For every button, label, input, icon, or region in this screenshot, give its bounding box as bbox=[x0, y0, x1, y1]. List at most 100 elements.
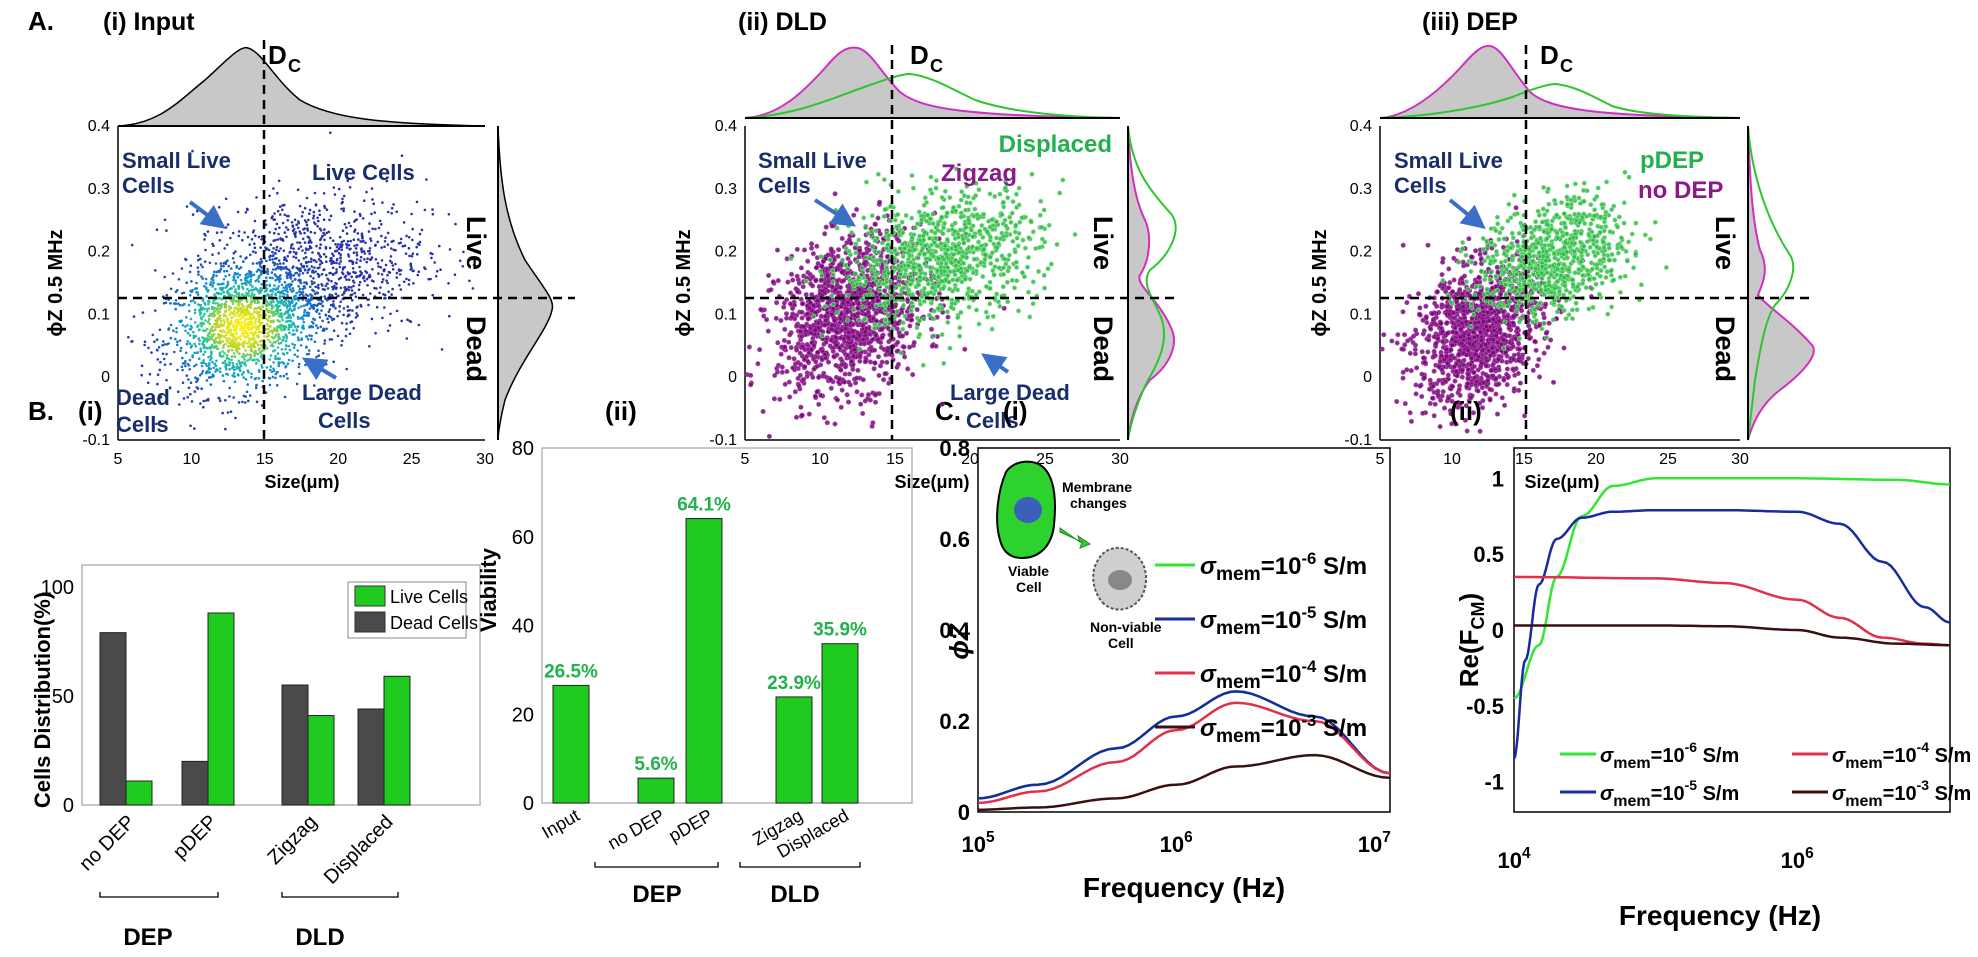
scatter-point bbox=[269, 288, 273, 292]
scatter-point bbox=[140, 373, 143, 377]
scatter-point bbox=[941, 225, 947, 231]
scatter-point bbox=[772, 372, 778, 378]
scatter-point bbox=[866, 292, 872, 298]
scatter-point bbox=[347, 285, 351, 289]
scatter-point bbox=[296, 349, 300, 352]
scatter-point bbox=[245, 292, 249, 296]
scatter-point bbox=[258, 306, 262, 309]
scatter-point bbox=[1072, 232, 1078, 238]
scatter-point bbox=[850, 333, 856, 339]
annotation-small-live-line1: Small Live bbox=[758, 148, 867, 173]
scatter-point bbox=[316, 216, 319, 220]
scatter-point bbox=[193, 301, 197, 304]
scatter-point bbox=[368, 274, 371, 277]
scatter-point bbox=[240, 298, 243, 302]
annotation-large-dead-line2: Cells bbox=[318, 408, 371, 433]
scatter-point bbox=[317, 252, 321, 255]
scatter-point bbox=[399, 269, 403, 272]
scatter-point bbox=[836, 247, 842, 253]
scatter-point bbox=[338, 265, 342, 269]
scatter-point bbox=[992, 194, 998, 200]
y-axis-label: ϕZ 0.5 MHz bbox=[45, 229, 67, 336]
scatter-point bbox=[195, 209, 199, 213]
scatter-point bbox=[253, 358, 256, 362]
scatter-point bbox=[282, 300, 286, 304]
scatter-point bbox=[319, 325, 323, 329]
scatter-point bbox=[359, 259, 362, 263]
scatter-point bbox=[202, 346, 206, 350]
scatter-point bbox=[294, 272, 297, 275]
scatter-point bbox=[877, 287, 883, 293]
scatter-point bbox=[404, 252, 408, 255]
scatter-point bbox=[237, 322, 241, 326]
scatter-point bbox=[224, 304, 227, 308]
scatter-point bbox=[893, 224, 899, 230]
scatter-point bbox=[341, 229, 345, 233]
scatter-point bbox=[270, 216, 274, 220]
scatter-point bbox=[980, 273, 986, 279]
scatter-point bbox=[293, 343, 297, 347]
scatter-point bbox=[168, 386, 172, 389]
scatter-point bbox=[877, 199, 883, 205]
scatter-point bbox=[206, 320, 210, 324]
scatter-point bbox=[197, 258, 200, 262]
panel-a-dld: (ii) DLD D C Live Dead Displaced Zigzag … bbox=[673, 8, 1180, 492]
scatter-point bbox=[218, 314, 222, 317]
scatter-point bbox=[1001, 271, 1007, 277]
scatter-point bbox=[352, 326, 356, 330]
scatter-point bbox=[292, 333, 295, 336]
scatter-point bbox=[765, 328, 771, 334]
scatter-point bbox=[860, 304, 866, 310]
scatter-point bbox=[274, 341, 277, 344]
scatter-point bbox=[175, 327, 178, 330]
scatter-point bbox=[226, 345, 230, 348]
scatter-point bbox=[372, 202, 376, 206]
scatter-point bbox=[324, 363, 328, 366]
scatter-point bbox=[227, 329, 230, 332]
scatter-point bbox=[267, 338, 270, 342]
scatter-point bbox=[291, 322, 295, 325]
scatter-point bbox=[916, 282, 922, 288]
scatter-point bbox=[185, 316, 188, 319]
scatter-point bbox=[189, 264, 193, 268]
scatter-point bbox=[214, 325, 218, 329]
scatter-point bbox=[873, 303, 879, 309]
scatter-point bbox=[321, 319, 324, 323]
scatter-point bbox=[283, 213, 287, 217]
scatter-point bbox=[184, 325, 187, 328]
scatter-point bbox=[308, 267, 311, 271]
scatter-point bbox=[253, 246, 257, 249]
scatter-point bbox=[309, 257, 313, 261]
scatter-point bbox=[230, 299, 233, 303]
scatter-point bbox=[214, 319, 217, 322]
scatter-point bbox=[296, 336, 300, 339]
scatter-point bbox=[285, 336, 288, 340]
scatter-point bbox=[275, 328, 279, 331]
scatter-point bbox=[429, 277, 432, 281]
scatter-point bbox=[226, 280, 230, 284]
scatter-point bbox=[373, 211, 377, 214]
scatter-point bbox=[321, 329, 325, 332]
scatter-point bbox=[312, 281, 316, 285]
scatter-point bbox=[282, 286, 286, 290]
scatter-point bbox=[218, 370, 222, 374]
scatter-point bbox=[155, 422, 158, 426]
scatter-point bbox=[281, 289, 285, 293]
scatter-point bbox=[280, 314, 284, 318]
scatter-point bbox=[253, 345, 256, 349]
scatter-point bbox=[275, 384, 279, 387]
scatter-point bbox=[775, 278, 781, 284]
scatter-point bbox=[244, 364, 247, 367]
scatter-point bbox=[243, 310, 247, 314]
scatter-point bbox=[380, 259, 384, 262]
scatter-point bbox=[176, 368, 179, 372]
scatter-point bbox=[861, 215, 867, 221]
scatter-point bbox=[344, 274, 348, 278]
annotation-live-cells: Live Cells bbox=[312, 160, 415, 185]
scatter-point bbox=[290, 283, 293, 287]
scatter-point bbox=[215, 307, 218, 310]
scatter-point bbox=[346, 305, 350, 309]
scatter-point bbox=[252, 342, 255, 346]
scatter-point bbox=[227, 273, 231, 277]
scatter-point bbox=[355, 251, 359, 254]
